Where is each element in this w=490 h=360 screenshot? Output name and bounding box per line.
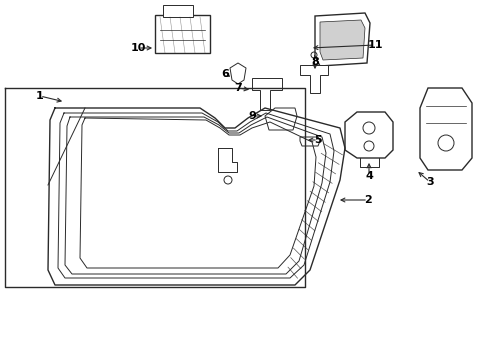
Text: 11: 11	[367, 40, 383, 50]
Text: 9: 9	[248, 111, 256, 121]
Text: 5: 5	[314, 135, 322, 145]
Polygon shape	[315, 13, 370, 66]
Text: 10: 10	[130, 43, 146, 53]
Polygon shape	[300, 65, 328, 93]
Polygon shape	[420, 88, 472, 170]
Text: 6: 6	[221, 69, 229, 79]
FancyBboxPatch shape	[155, 15, 210, 53]
Polygon shape	[230, 63, 246, 84]
Polygon shape	[252, 78, 282, 110]
Polygon shape	[265, 108, 297, 130]
Text: 7: 7	[234, 83, 242, 93]
Polygon shape	[300, 137, 320, 146]
Text: 2: 2	[364, 195, 372, 205]
Text: 3: 3	[426, 177, 434, 187]
Text: 8: 8	[311, 57, 319, 67]
FancyBboxPatch shape	[163, 5, 193, 17]
Text: 1: 1	[36, 91, 44, 101]
Text: 4: 4	[365, 171, 373, 181]
Polygon shape	[320, 20, 365, 60]
Polygon shape	[345, 112, 393, 158]
